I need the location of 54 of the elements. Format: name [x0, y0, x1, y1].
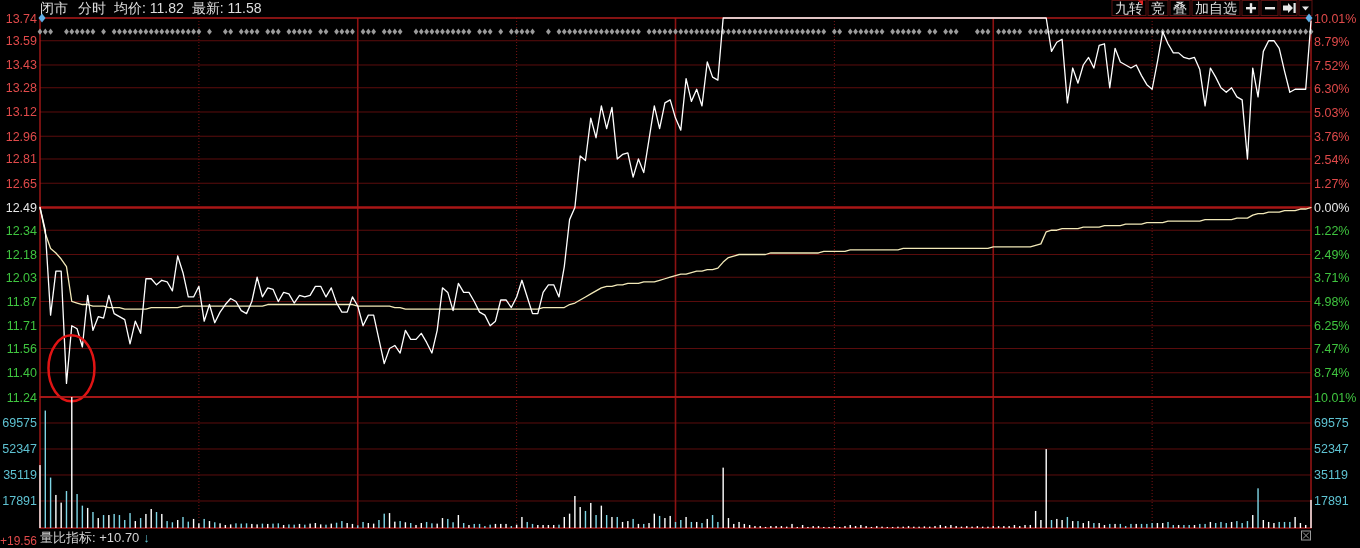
text: 量比指标: +10.70	[40, 530, 140, 545]
y-tick-label: 13.74	[5, 11, 38, 26]
y-tick-label: 17891	[2, 494, 38, 509]
y2-tick-label: 8.74%	[1314, 366, 1350, 381]
y-tick-label: 13.59	[5, 34, 38, 49]
y-tick-label: 13.43	[5, 58, 38, 73]
y2-tick-label: 2.54%	[1314, 152, 1350, 167]
y2-tick-label: 10.01%	[1314, 11, 1357, 26]
y-tick-label: 13.12	[5, 105, 38, 120]
y2-tick-label: 7.52%	[1314, 58, 1350, 73]
y2-tick-label: 3.71%	[1314, 271, 1350, 286]
y2-tick-label: 17891	[1314, 494, 1349, 509]
y-tick-label: 35119	[3, 468, 38, 483]
y-tick-label: 12.65	[5, 176, 38, 191]
y2-tick-label: 1.22%	[1314, 224, 1350, 239]
y-tick-label: 11.56	[6, 341, 38, 356]
y2-tick-label: 6.25%	[1314, 319, 1350, 334]
y-tick-label: 12.49	[5, 201, 38, 215]
y-tick-label: 12.81	[5, 152, 38, 167]
text: 最新: 11.58	[191, 0, 262, 16]
y2-tick-label: 1.27%	[1314, 176, 1350, 191]
y2-tick-label: 69575	[1314, 416, 1349, 431]
y-tick-label: 12.96	[5, 129, 38, 144]
y-tick-label: 12.34	[5, 223, 38, 238]
y2-tick-label: 4.98%	[1314, 295, 1350, 310]
text: 分时	[78, 0, 106, 16]
y-tick-label: 11.71	[6, 319, 38, 334]
text: 加自选	[1195, 0, 1237, 16]
y-tick-label: 69575	[2, 416, 38, 431]
text: +19.56	[0, 534, 38, 548]
text: ↓	[143, 530, 150, 545]
y2-tick-label: 52347	[1314, 442, 1349, 457]
text: 竞	[1151, 0, 1165, 16]
y2-tick-label: 2.49%	[1314, 248, 1350, 263]
y-tick-label: 52347	[2, 442, 38, 457]
y2-tick-label: 5.03%	[1314, 105, 1350, 120]
y2-tick-label: 10.01%	[1314, 390, 1357, 405]
y2-tick-label: 7.47%	[1314, 342, 1350, 357]
y-tick-label: 12.18	[5, 248, 38, 262]
y2-tick-label: 0.00%	[1314, 201, 1350, 215]
text: 叠	[1173, 0, 1187, 16]
y2-tick-label: 35119	[1314, 468, 1348, 483]
line-series	[39, 206, 1312, 310]
y-tick-label: 11.40	[6, 366, 38, 381]
y-tick-label: 13.28	[5, 81, 38, 96]
y-tick-label: 11.87	[6, 294, 38, 309]
text: 九转	[1115, 0, 1143, 16]
text: 均价: 11.82	[113, 0, 184, 16]
chart-title: 闭市	[40, 0, 68, 16]
y2-tick-label: 3.76%	[1314, 129, 1350, 144]
y2-tick-label: 8.79%	[1314, 34, 1350, 49]
y-tick-label: 11.24	[6, 390, 38, 405]
y-tick-label: 12.03	[5, 270, 38, 285]
y2-tick-label: 6.30%	[1314, 81, 1350, 96]
